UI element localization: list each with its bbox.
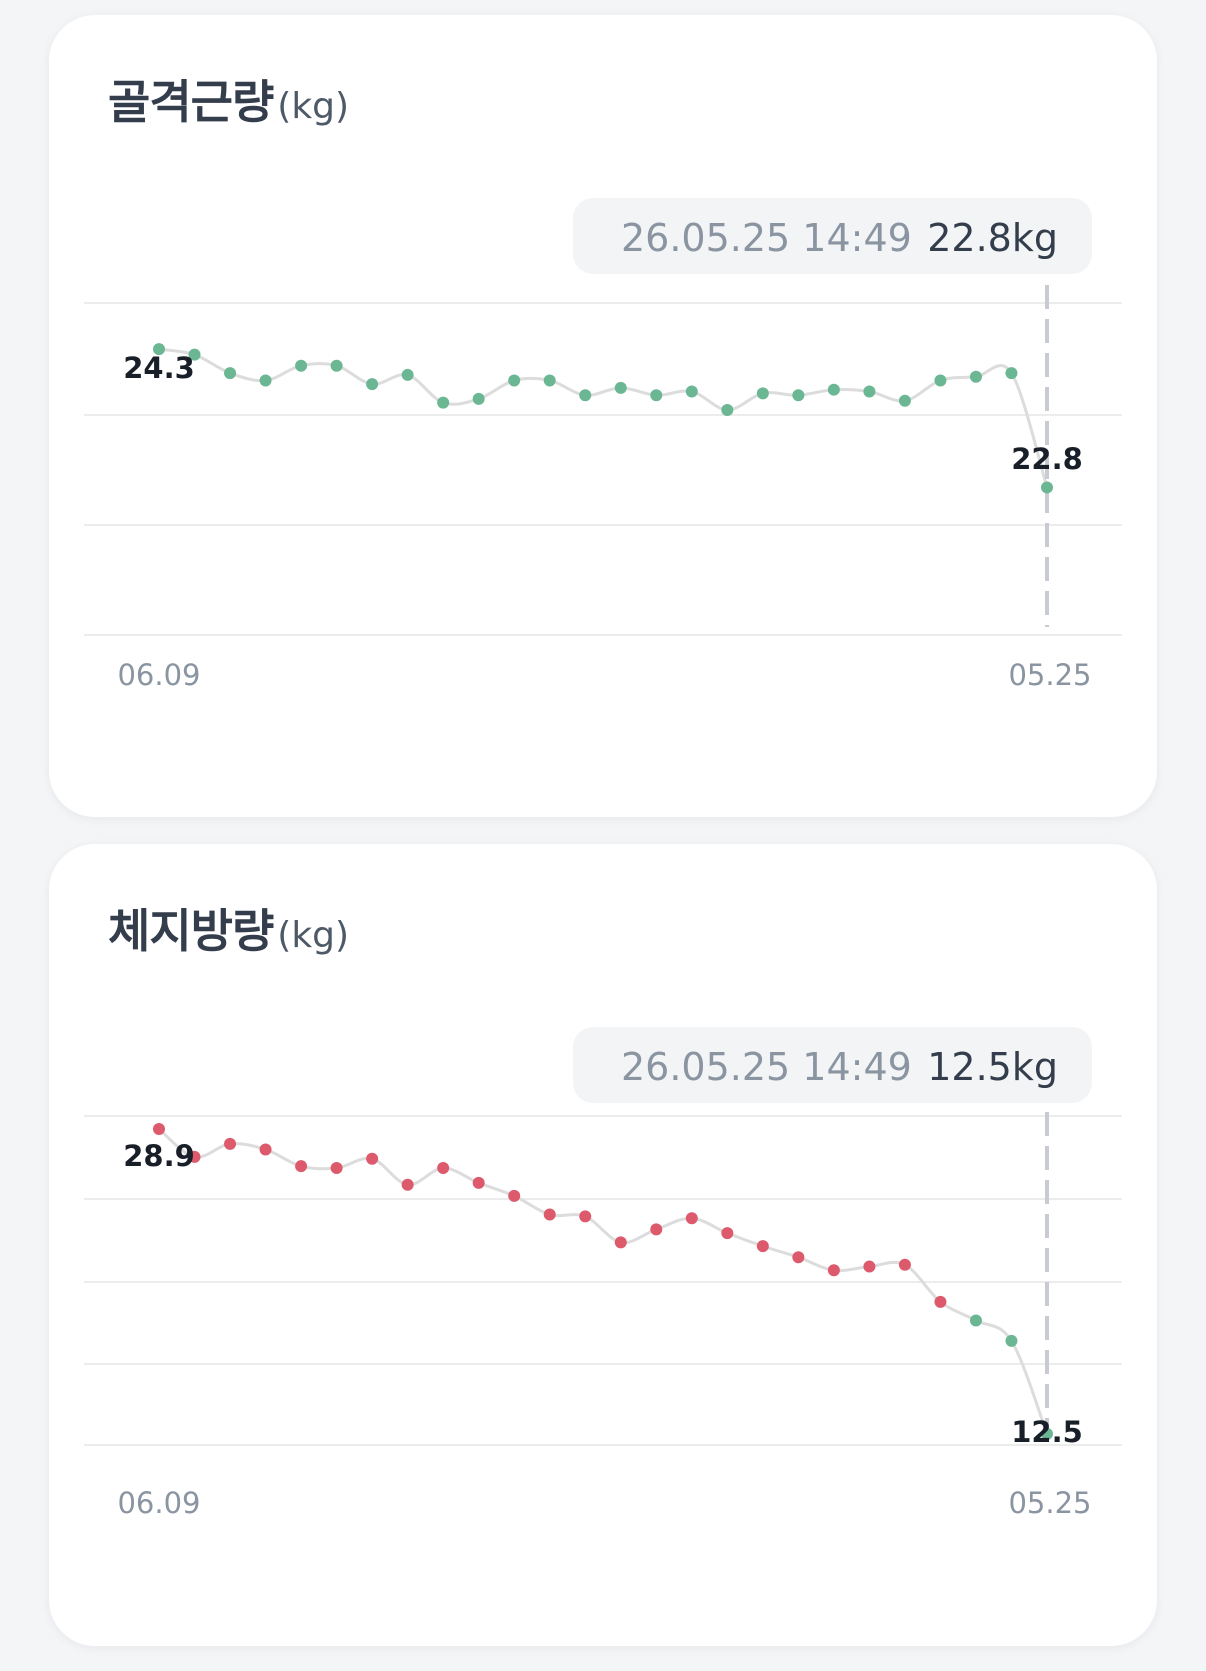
data-point-5[interactable] — [330, 1162, 343, 1175]
tooltip-box — [573, 1027, 1092, 1103]
data-point-18[interactable] — [792, 389, 805, 402]
start-value-label: 24.3 — [123, 351, 195, 385]
tooltip-value: 12.5kg — [927, 1045, 1058, 1089]
data-point-13[interactable] — [614, 1236, 627, 1249]
tooltip-datetime: 26.05.25 14:49 — [621, 1045, 912, 1089]
data-point-16[interactable] — [721, 1227, 734, 1240]
skeletal-muscle-card: 골격근량 (kg) 26.05.25 14:49 22.8kg 24.3 22.8… — [49, 15, 1157, 817]
card-unit: (kg) — [277, 915, 350, 956]
x-end-label: 05.25 — [1008, 658, 1091, 692]
skeletal-muscle-chart[interactable]: 26.05.25 14:49 22.8kg 24.3 22.8 06.09 05… — [49, 15, 1157, 817]
start-value-label: 28.9 — [123, 1139, 195, 1173]
data-point-10[interactable] — [508, 1189, 521, 1202]
data-point-19[interactable] — [827, 383, 840, 396]
data-point-0[interactable] — [153, 1123, 165, 1136]
data-point-7[interactable] — [401, 368, 414, 381]
data-point-7[interactable] — [401, 1178, 414, 1191]
tooltip-datetime: 26.05.25 14:49 — [621, 216, 912, 260]
x-start-label: 06.09 — [117, 658, 200, 692]
data-point-1[interactable] — [188, 348, 201, 361]
data-point-23[interactable] — [969, 370, 982, 383]
trend-line — [158, 347, 1049, 488]
data-point-5[interactable] — [330, 359, 343, 372]
data-point-22[interactable] — [934, 1295, 947, 1308]
data-point-9[interactable] — [472, 1176, 485, 1189]
data-point-6[interactable] — [366, 1152, 379, 1165]
data-point-20[interactable] — [863, 385, 876, 398]
card-title: 체지방량 (kg) — [108, 908, 349, 954]
data-point-17[interactable] — [756, 387, 769, 400]
end-value-label: 22.8 — [1011, 442, 1083, 476]
card-title-text: 체지방량 — [108, 904, 274, 958]
data-point-12[interactable] — [579, 1210, 592, 1223]
trend-line-layer — [158, 347, 1049, 488]
end-value-label: 12.5 — [1011, 1415, 1083, 1449]
data-point-24[interactable] — [1005, 1334, 1018, 1347]
data-point-25[interactable] — [1041, 481, 1053, 494]
data-point-6[interactable] — [366, 378, 379, 391]
data-point-14[interactable] — [650, 389, 663, 402]
data-point-8[interactable] — [437, 1162, 450, 1175]
data-point-18[interactable] — [792, 1251, 805, 1264]
data-point-11[interactable] — [543, 1208, 556, 1221]
data-point-0[interactable] — [153, 343, 165, 356]
x-end-label: 05.25 — [1008, 1486, 1091, 1520]
data-point-15[interactable] — [685, 1212, 698, 1225]
data-point-3[interactable] — [259, 374, 272, 387]
data-point-12[interactable] — [579, 389, 592, 402]
data-point-8[interactable] — [437, 396, 450, 409]
x-start-label: 06.09 — [117, 1486, 200, 1520]
tooltip-value: 22.8kg — [927, 216, 1058, 260]
body-fat-card: 체지방량 (kg) 26.05.25 14:49 12.5kg 28.9 12.5… — [49, 844, 1157, 1646]
data-point-3[interactable] — [259, 1143, 272, 1156]
grid-lines — [84, 1115, 1122, 1446]
card-title-text: 골격근량 — [108, 75, 274, 129]
card-title: 골격근량 (kg) — [108, 79, 349, 125]
tooltip-box — [573, 198, 1092, 274]
data-point-2[interactable] — [224, 1137, 237, 1150]
data-points — [153, 343, 1053, 494]
data-point-19[interactable] — [827, 1264, 840, 1277]
data-point-11[interactable] — [543, 374, 556, 387]
data-point-10[interactable] — [508, 374, 521, 387]
data-point-23[interactable] — [969, 1314, 982, 1327]
data-point-14[interactable] — [650, 1223, 663, 1236]
data-point-9[interactable] — [472, 392, 485, 405]
data-point-4[interactable] — [295, 1160, 308, 1173]
data-point-15[interactable] — [685, 385, 698, 398]
card-unit: (kg) — [277, 86, 350, 127]
data-point-2[interactable] — [224, 367, 237, 380]
data-point-1[interactable] — [188, 1150, 201, 1163]
data-point-17[interactable] — [756, 1240, 769, 1253]
data-point-20[interactable] — [863, 1260, 876, 1273]
data-point-13[interactable] — [614, 381, 627, 394]
body-fat-chart[interactable]: 26.05.25 14:49 12.5kg 28.9 12.5 06.09 05… — [49, 844, 1157, 1646]
data-point-24[interactable] — [1005, 367, 1018, 380]
data-point-22[interactable] — [934, 374, 947, 387]
data-point-16[interactable] — [721, 403, 734, 416]
data-points — [153, 1123, 1053, 1440]
data-point-21[interactable] — [898, 1258, 911, 1271]
grid-lines — [84, 302, 1122, 636]
data-point-21[interactable] — [898, 394, 911, 407]
data-point-25[interactable] — [1041, 1427, 1053, 1440]
data-point-4[interactable] — [295, 359, 308, 372]
